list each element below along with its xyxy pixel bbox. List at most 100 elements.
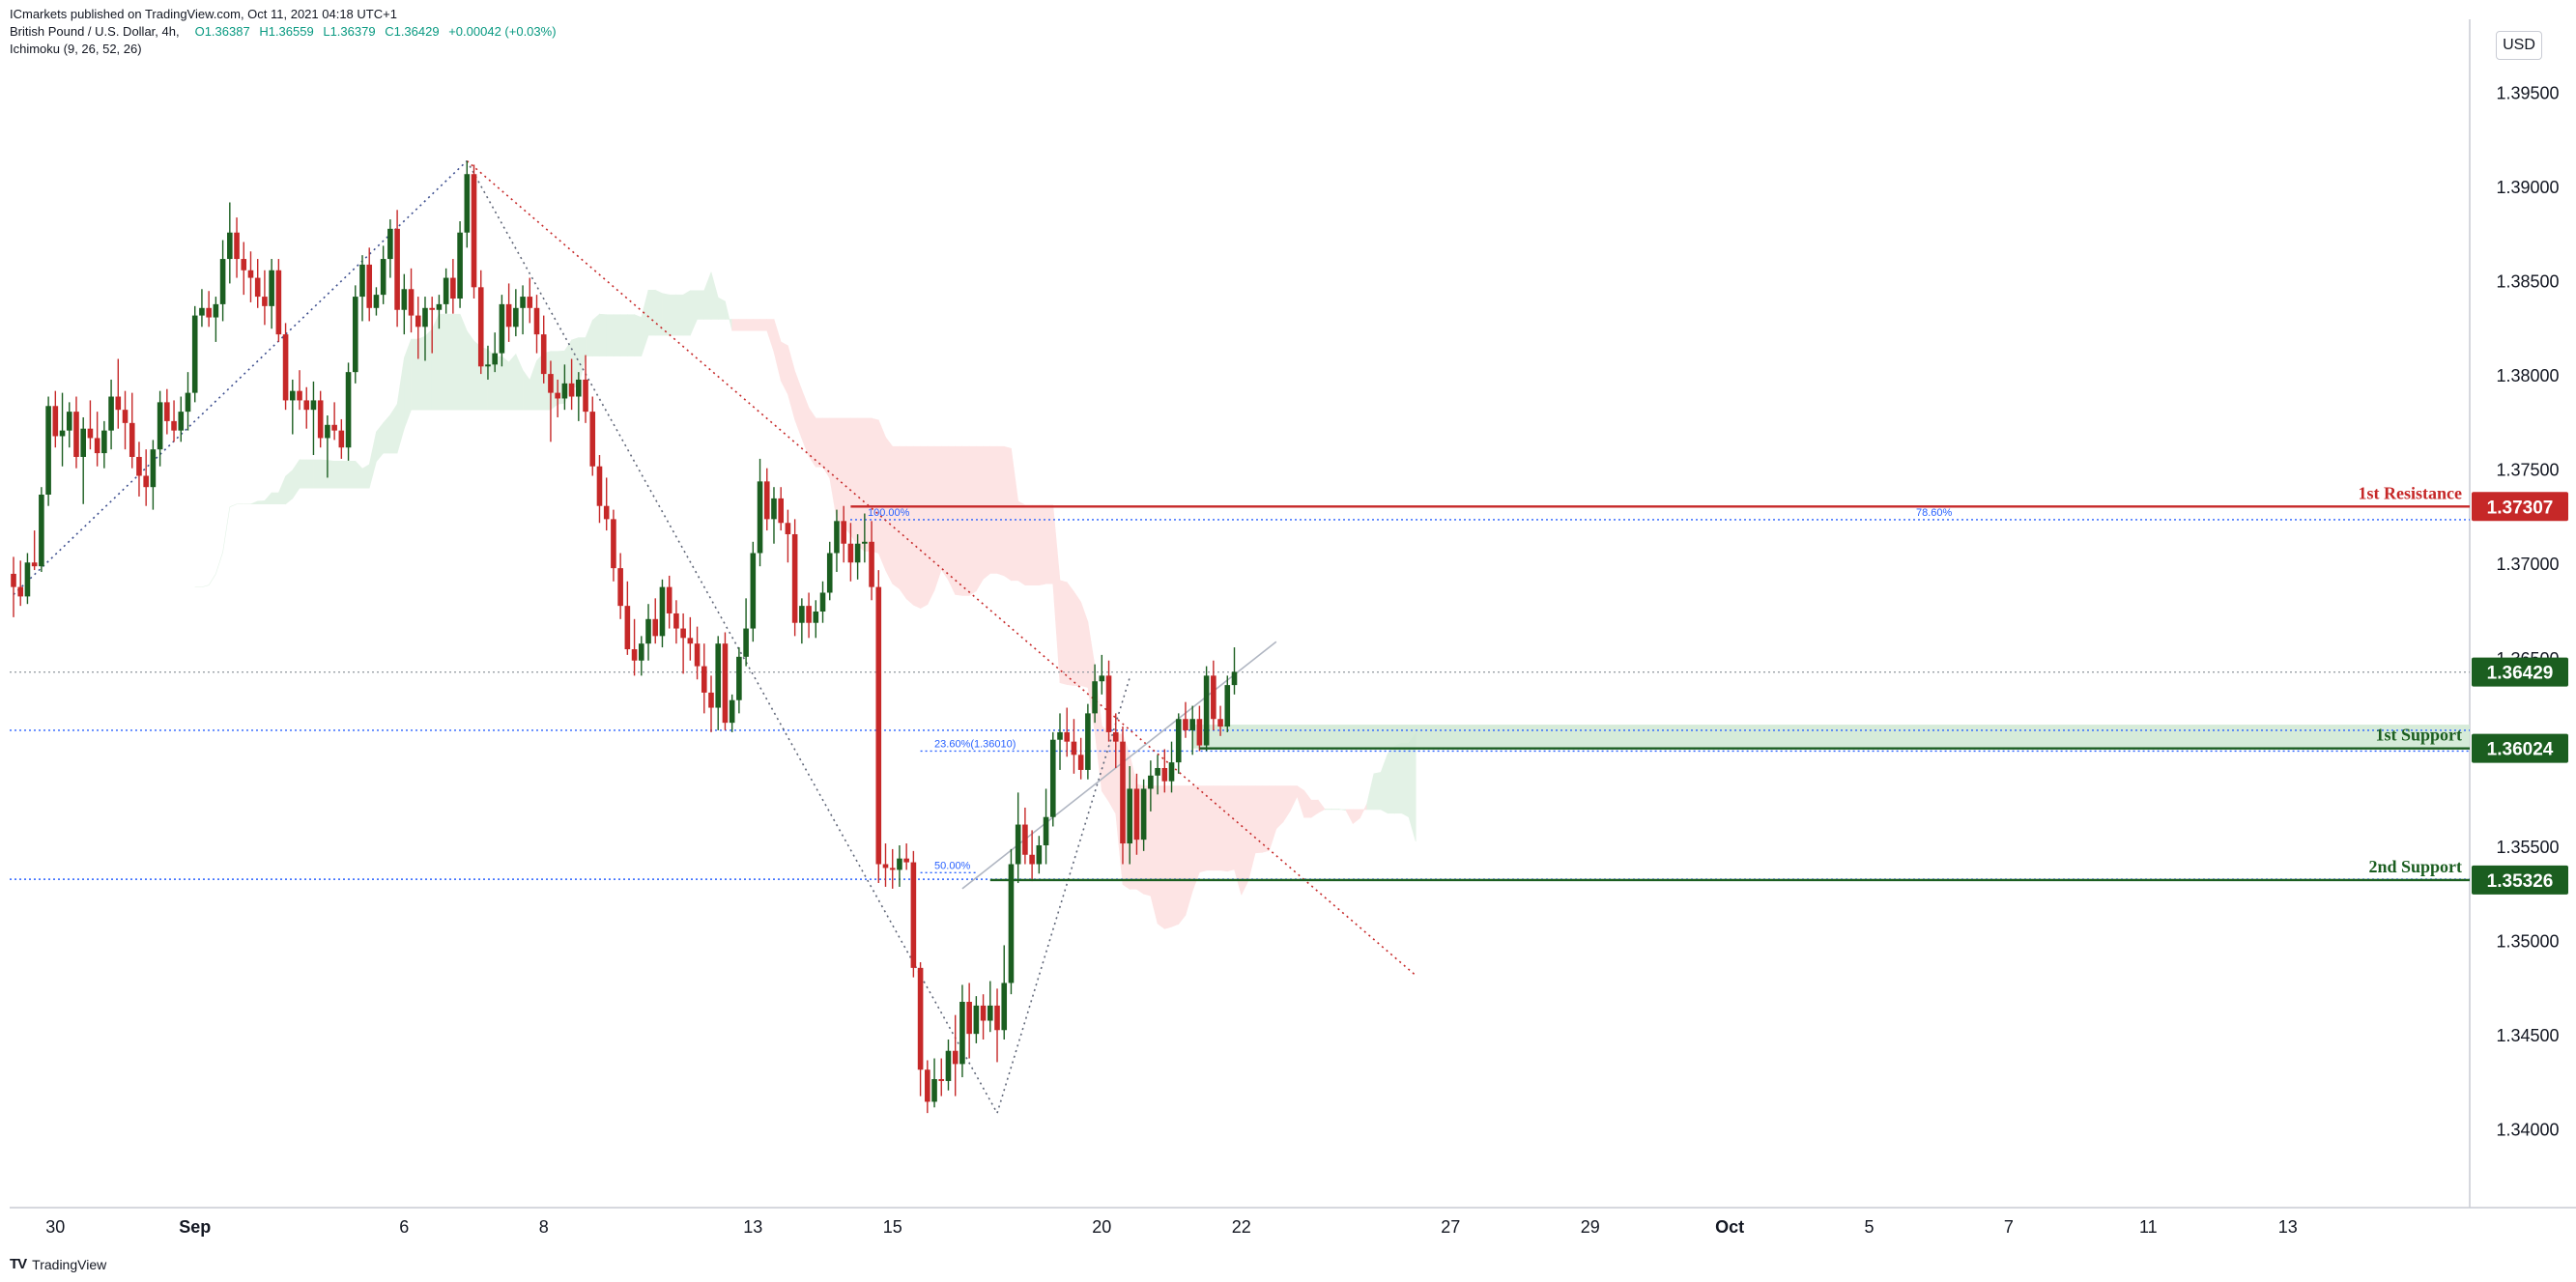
candle-body (1175, 719, 1182, 763)
tradingview-footer[interactable]: TV TradingView (10, 1256, 106, 1272)
time-tick-label: 29 (1581, 1217, 1600, 1237)
candle-body (617, 568, 623, 607)
candle-body (150, 449, 157, 488)
candle-body (1168, 762, 1175, 782)
candle (701, 643, 707, 714)
candle (373, 287, 380, 316)
time-tick-label: 20 (1092, 1217, 1111, 1237)
candle-body (499, 303, 505, 354)
candle (862, 513, 868, 563)
candle (338, 418, 345, 459)
price-tick-label: 1.39500 (2496, 83, 2559, 102)
candle (290, 379, 296, 435)
candle (771, 487, 777, 544)
cloud-segment (305, 459, 314, 489)
candle-body (443, 277, 449, 304)
candle-body (275, 270, 282, 335)
candle (380, 245, 386, 304)
candle-body (408, 289, 415, 316)
cloud-segment (808, 407, 816, 469)
candle (617, 553, 623, 619)
fib-label: 78.60% (1916, 507, 1953, 519)
candle-body (1203, 675, 1210, 746)
candle (408, 268, 415, 333)
cloud-segment (1031, 504, 1040, 585)
candle-body (429, 307, 435, 310)
candle-body (722, 643, 729, 724)
candle-body (290, 390, 296, 401)
candle (645, 604, 651, 661)
candle-body (310, 400, 317, 411)
cloud-segment (753, 319, 760, 331)
cloud-segment (731, 319, 740, 331)
candle-body (1043, 816, 1049, 845)
candle-body (262, 297, 268, 306)
cloud-segment (1059, 580, 1068, 686)
candle (52, 390, 59, 448)
candle-body (631, 649, 638, 661)
cloud-segment (452, 313, 461, 411)
candle (555, 379, 560, 417)
cloud-segment (675, 294, 684, 336)
cloud-segment (1226, 785, 1235, 872)
candle (199, 289, 205, 328)
currency-button[interactable]: USD (2496, 31, 2542, 60)
cloud-segment (961, 445, 970, 596)
candle-body (847, 543, 854, 563)
candle (191, 305, 198, 403)
cloud-segment (913, 445, 921, 610)
candle (743, 598, 749, 667)
candle (715, 636, 722, 730)
candle (443, 268, 449, 314)
cloud-segment (1102, 725, 1109, 803)
cloud-segment (899, 445, 907, 600)
candle (799, 598, 805, 644)
candle-body (1022, 824, 1028, 855)
candle-body (136, 456, 142, 476)
candle-body (66, 412, 72, 431)
candle-body (938, 1079, 945, 1081)
candle-body (241, 259, 247, 271)
candle (527, 277, 533, 324)
candle (1203, 666, 1210, 752)
candle (847, 523, 854, 582)
candle (826, 541, 833, 601)
candle (875, 570, 882, 884)
candle (401, 273, 408, 335)
candle-body (457, 232, 463, 299)
resistance-price-tag: 1.37307 (2472, 492, 2568, 522)
candle (611, 509, 616, 582)
cloud-segment (634, 314, 643, 356)
cloud-segment (927, 445, 935, 605)
candle (150, 440, 157, 510)
candle-body (540, 334, 547, 375)
candle (178, 396, 185, 442)
candle (973, 996, 980, 1043)
candle-body (1112, 731, 1119, 742)
candle (1168, 741, 1175, 793)
cloud-segment (877, 419, 886, 571)
candle (910, 850, 917, 978)
candle (583, 355, 588, 423)
candle-body (763, 481, 770, 520)
candle (869, 521, 874, 601)
cloud-segment (411, 338, 419, 411)
candle-body (715, 643, 722, 708)
cloud-segment (1199, 785, 1207, 873)
cloud-segment (697, 290, 705, 320)
candle-body (980, 1005, 987, 1021)
candle-body (854, 543, 861, 563)
candle (513, 289, 519, 337)
candle (1029, 830, 1035, 882)
candle (813, 600, 819, 639)
candle-body (485, 364, 491, 367)
candle-body (325, 424, 330, 439)
indicator-label[interactable]: Ichimoku (9, 26, 52, 26) (10, 42, 142, 56)
candle-body (757, 481, 763, 554)
cloud-segment (327, 460, 335, 489)
zigzag-up-line (996, 677, 1131, 1114)
cloud-segment (501, 356, 509, 411)
candle (219, 240, 226, 322)
